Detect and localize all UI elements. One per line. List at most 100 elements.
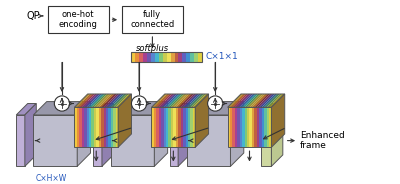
Polygon shape — [193, 107, 195, 147]
Polygon shape — [111, 94, 126, 107]
Polygon shape — [237, 107, 240, 147]
Bar — [174, 52, 178, 62]
Polygon shape — [183, 94, 199, 107]
Polygon shape — [99, 107, 101, 147]
Bar — [135, 52, 139, 62]
Polygon shape — [252, 107, 254, 147]
Polygon shape — [269, 107, 271, 147]
Polygon shape — [186, 107, 188, 147]
Polygon shape — [89, 107, 91, 147]
Polygon shape — [193, 94, 208, 107]
Polygon shape — [91, 107, 94, 147]
Polygon shape — [102, 104, 113, 166]
Polygon shape — [188, 107, 190, 147]
Bar — [178, 52, 182, 62]
Polygon shape — [164, 94, 179, 107]
Polygon shape — [240, 94, 256, 107]
Polygon shape — [250, 107, 252, 147]
Polygon shape — [228, 107, 230, 147]
Polygon shape — [77, 102, 90, 166]
Polygon shape — [159, 94, 174, 107]
Polygon shape — [242, 107, 245, 147]
Text: C×1×1: C×1×1 — [206, 52, 238, 61]
Text: C×H×W: C×H×W — [35, 174, 66, 183]
Polygon shape — [178, 94, 194, 107]
Polygon shape — [178, 107, 181, 147]
Polygon shape — [230, 102, 244, 166]
Polygon shape — [104, 107, 106, 147]
FancyBboxPatch shape — [122, 6, 183, 33]
Polygon shape — [101, 94, 117, 107]
Polygon shape — [261, 115, 271, 166]
Bar — [194, 52, 198, 62]
Polygon shape — [79, 107, 82, 147]
Polygon shape — [110, 102, 168, 115]
Polygon shape — [173, 107, 176, 147]
Polygon shape — [16, 104, 36, 115]
Polygon shape — [86, 107, 89, 147]
Polygon shape — [245, 94, 260, 107]
Text: fully
connected: fully connected — [130, 10, 174, 29]
Polygon shape — [89, 94, 105, 107]
Bar — [143, 52, 147, 62]
Polygon shape — [116, 94, 132, 107]
Polygon shape — [34, 115, 77, 166]
Polygon shape — [187, 115, 230, 166]
Polygon shape — [79, 94, 95, 107]
Polygon shape — [25, 104, 36, 166]
Polygon shape — [228, 94, 243, 107]
Polygon shape — [170, 115, 178, 166]
Polygon shape — [262, 94, 278, 107]
Polygon shape — [93, 115, 102, 166]
Polygon shape — [154, 102, 168, 166]
Polygon shape — [176, 107, 178, 147]
Polygon shape — [232, 107, 235, 147]
Polygon shape — [178, 104, 190, 166]
Polygon shape — [34, 102, 90, 115]
Polygon shape — [240, 107, 242, 147]
Polygon shape — [99, 94, 114, 107]
Polygon shape — [16, 115, 25, 166]
Polygon shape — [77, 107, 79, 147]
Polygon shape — [190, 94, 206, 107]
Polygon shape — [230, 107, 232, 147]
Bar — [147, 52, 151, 62]
Polygon shape — [108, 107, 111, 147]
Polygon shape — [161, 107, 164, 147]
Polygon shape — [173, 94, 189, 107]
Bar — [198, 52, 202, 62]
Polygon shape — [266, 94, 282, 107]
Bar — [155, 52, 159, 62]
Polygon shape — [271, 104, 283, 166]
Polygon shape — [271, 94, 285, 147]
Bar — [151, 52, 155, 62]
Polygon shape — [245, 107, 247, 147]
Polygon shape — [161, 94, 177, 107]
Polygon shape — [232, 94, 248, 107]
Polygon shape — [252, 94, 268, 107]
Polygon shape — [254, 107, 257, 147]
Polygon shape — [96, 107, 99, 147]
Polygon shape — [190, 107, 193, 147]
Bar — [170, 52, 174, 62]
Text: one-hot
encoding: one-hot encoding — [59, 10, 98, 29]
Polygon shape — [154, 94, 170, 107]
Polygon shape — [82, 107, 84, 147]
Polygon shape — [235, 94, 251, 107]
Polygon shape — [171, 107, 173, 147]
Bar — [186, 52, 190, 62]
Polygon shape — [259, 107, 262, 147]
Polygon shape — [84, 94, 100, 107]
Polygon shape — [264, 94, 280, 107]
Polygon shape — [266, 107, 269, 147]
Text: QP: QP — [27, 11, 40, 21]
Polygon shape — [74, 94, 90, 107]
Polygon shape — [84, 107, 86, 147]
Polygon shape — [156, 107, 159, 147]
Polygon shape — [104, 94, 119, 107]
Polygon shape — [159, 107, 161, 147]
Polygon shape — [77, 94, 92, 107]
Polygon shape — [113, 94, 129, 107]
Polygon shape — [106, 107, 108, 147]
Polygon shape — [108, 94, 124, 107]
